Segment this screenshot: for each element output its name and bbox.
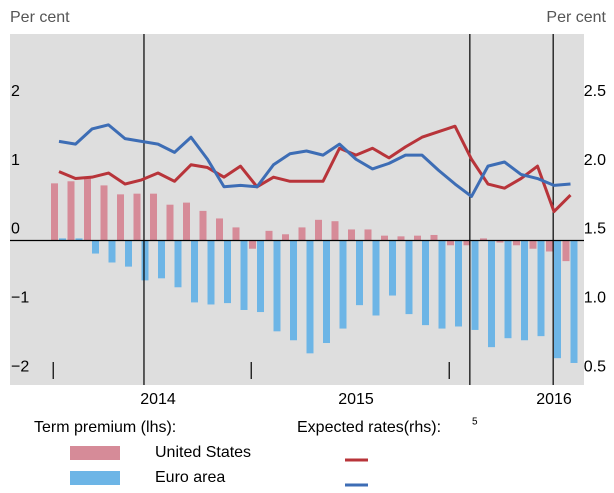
y2-tick-label: 2.0 [584, 152, 606, 169]
bar [463, 240, 471, 246]
bar [166, 204, 174, 241]
y2-tick-label: 2.5 [584, 83, 606, 100]
y-tick-label: 2 [11, 83, 20, 100]
y2-tick-label: 1.5 [584, 221, 606, 238]
y2-tick-label: 0.5 [584, 358, 606, 375]
line-series [58, 123, 571, 198]
bar [84, 178, 91, 241]
bar [397, 236, 405, 241]
bar [141, 240, 149, 281]
x-tick-label: 2016 [536, 391, 572, 408]
bar [133, 193, 141, 241]
bar [323, 240, 330, 344]
bar [174, 240, 182, 288]
bar [356, 240, 363, 306]
bar [488, 240, 495, 348]
bar [339, 240, 347, 329]
bar [216, 218, 223, 241]
y2-axis-unit: Per cent [546, 9, 606, 26]
bar [504, 240, 512, 339]
bar [92, 240, 99, 254]
legend-swatch [70, 446, 120, 460]
bar [290, 240, 297, 341]
bar [249, 240, 256, 249]
bar [59, 238, 66, 241]
bar [117, 194, 124, 241]
bar [67, 181, 75, 241]
bar [364, 229, 372, 241]
bar [273, 240, 281, 332]
bar [480, 238, 487, 241]
bar [282, 234, 289, 241]
bar [306, 240, 314, 354]
bar [496, 240, 504, 243]
legend-title: Expected rates(rhs): [297, 419, 441, 436]
bar [381, 235, 388, 241]
bar [191, 240, 198, 303]
bar [51, 183, 58, 241]
x-tick-label: 2014 [140, 391, 176, 408]
bar [537, 240, 545, 337]
legend-label: United States [155, 444, 251, 461]
bar [265, 230, 273, 241]
y-tick-label: −1 [11, 290, 29, 307]
bar [389, 240, 396, 296]
x-tick-label: 2015 [338, 391, 374, 408]
y-tick-label: 1 [11, 152, 20, 169]
bar [447, 240, 454, 246]
bar [75, 238, 83, 241]
bar [100, 185, 108, 241]
bar [108, 240, 116, 263]
legend-label: Euro area [155, 469, 225, 486]
bar [240, 240, 248, 310]
bar [298, 227, 306, 241]
bar [315, 219, 322, 241]
bar [430, 234, 438, 241]
bar [125, 240, 132, 267]
bar [257, 240, 264, 313]
y-tick-label: −2 [11, 358, 29, 375]
bar [183, 202, 190, 241]
bar [438, 240, 446, 329]
bar [546, 240, 553, 252]
bar [521, 240, 528, 341]
bar [513, 240, 520, 246]
bar [232, 227, 240, 241]
bar [348, 229, 355, 241]
y2-tick-label: 1.0 [584, 290, 606, 307]
bar [405, 240, 413, 315]
bar [372, 240, 380, 316]
legend-swatch [70, 471, 120, 485]
y-axis-unit: Per cent [10, 9, 70, 26]
bar [562, 240, 570, 262]
bar [422, 240, 429, 326]
bar [471, 240, 479, 330]
bar [554, 240, 561, 359]
bar [150, 193, 157, 241]
bar [455, 240, 462, 327]
legend-title: Term premium (lhs): [34, 419, 176, 436]
y-tick-label: 0 [11, 221, 20, 238]
bar [207, 240, 215, 305]
legend-note: 5 [472, 417, 478, 428]
bar [199, 210, 207, 241]
bar [570, 240, 578, 363]
bar [529, 240, 537, 249]
bar [158, 240, 165, 279]
bar [224, 240, 231, 304]
bar [414, 235, 421, 241]
bar [331, 221, 339, 241]
line-series [58, 124, 572, 214]
